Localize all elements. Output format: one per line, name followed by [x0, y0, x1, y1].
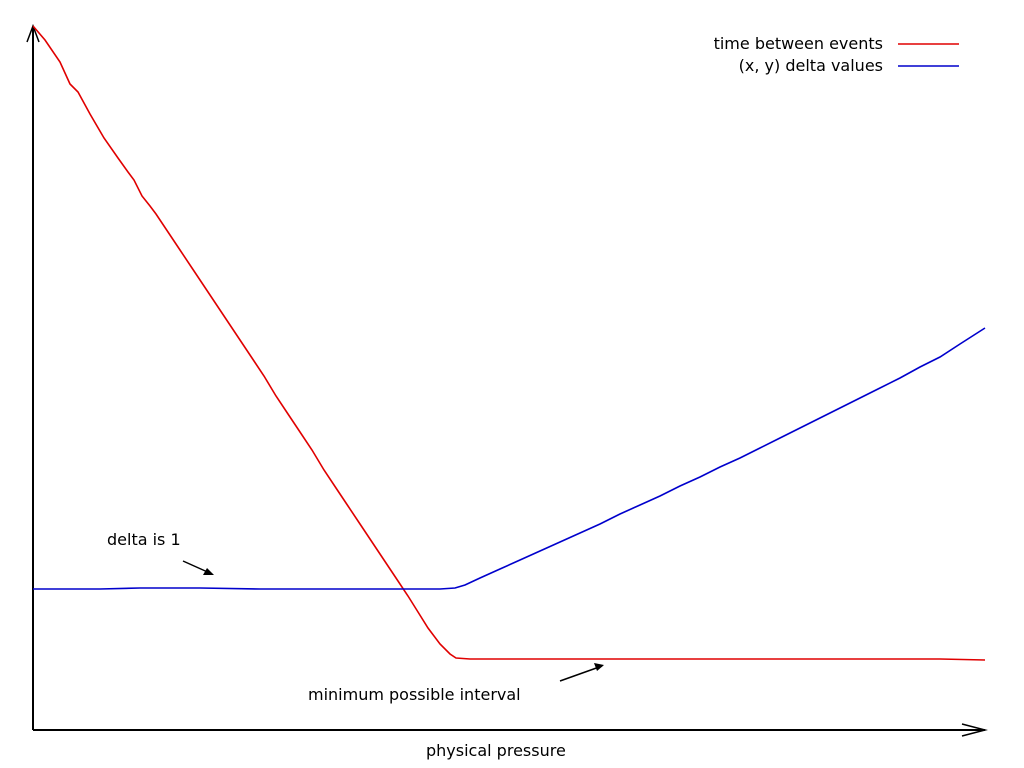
- series-xy-delta-values: [33, 327, 986, 590]
- annotation-minimum-interval: minimum possible interval: [308, 685, 521, 704]
- legend-label-time-between-events: time between events: [713, 34, 883, 53]
- series-time-between-events: [32, 25, 986, 661]
- legend-label-xy-delta-values: (x, y) delta values: [738, 56, 883, 75]
- annotation-arrow-delta-icon: [182, 560, 214, 575]
- annotation-arrow-interval-icon: [559, 663, 604, 682]
- annotation-delta-is-1: delta is 1: [107, 530, 181, 549]
- x-axis-arrow-icon: [961, 723, 988, 737]
- x-axis-label: physical pressure: [426, 741, 566, 760]
